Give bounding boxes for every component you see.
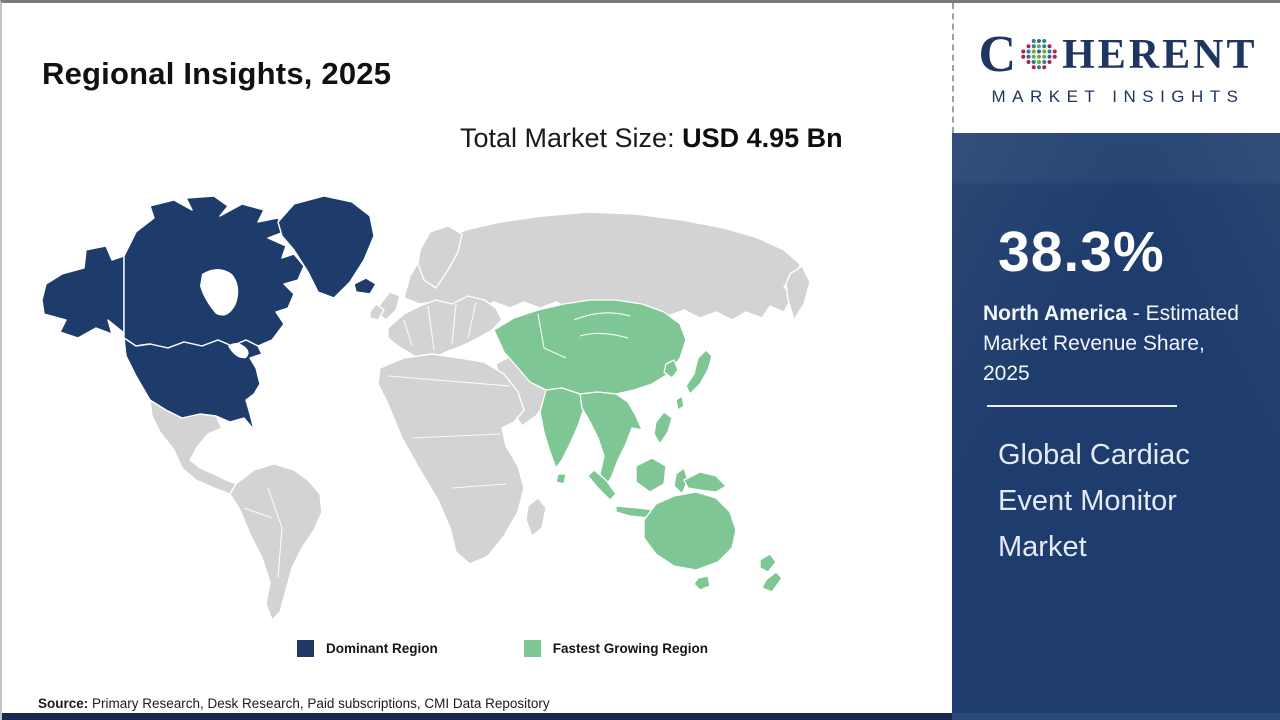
- map-region-alaska: [41, 245, 125, 339]
- map-borders-south-america: [243, 487, 283, 579]
- source-line: Source: Primary Research, Desk Research,…: [38, 696, 550, 711]
- map-region-india: [539, 387, 585, 469]
- sidebar-panel: 38.3% North America - Estimated Market R…: [952, 133, 1280, 716]
- map-region-australia: [643, 491, 737, 571]
- legend-item-dominant: Dominant Region: [297, 640, 438, 657]
- map-region-madagascar: [525, 497, 547, 537]
- logo-letter-c: C: [978, 26, 1017, 83]
- map-region-kamchatka: [785, 265, 811, 321]
- page-title: Regional Insights, 2025: [42, 55, 392, 91]
- map-region-sri-lanka: [555, 473, 567, 485]
- world-map: [32, 188, 892, 628]
- map-region-new-zealand-north: [759, 553, 777, 573]
- fastest-growing-region-swatch: [523, 640, 541, 657]
- world-map-svg: [41, 195, 811, 621]
- map-legend: Dominant Region Fastest Growing Region: [297, 640, 708, 657]
- brand-logo: C HERENT: [979, 29, 1258, 81]
- market-name: Global Cardiac Event Monitor Market: [998, 439, 1190, 563]
- sidebar: C HERENT MARKET INSIGHTS 38.3% North Ame…: [952, 3, 1280, 716]
- stat-description: North America - Estimated Market Revenue…: [983, 299, 1249, 388]
- map-region-korea: [663, 359, 679, 379]
- map-region-africa: [377, 353, 525, 565]
- map-great-lakes: [228, 343, 249, 359]
- map-region-russia: [403, 211, 801, 321]
- map-region-iceland: [353, 277, 377, 295]
- stat-region-name: North America: [983, 302, 1127, 325]
- main-content-area: Regional Insights, 2025 Total Market Siz…: [2, 3, 950, 720]
- map-region-tasmania: [693, 575, 711, 591]
- fastest-growing-region-label: Fastest Growing Region: [552, 641, 709, 656]
- logo-letters-rest: HERENT: [1062, 32, 1258, 78]
- bottom-bar: [2, 713, 1280, 720]
- map-region-europe: [387, 295, 503, 361]
- total-market-size-label: Total Market Size:: [460, 123, 683, 153]
- dominant-region-label: Dominant Region: [326, 641, 438, 656]
- source-label: Source:: [38, 696, 89, 711]
- map-hudson-bay: [200, 269, 239, 316]
- map-region-philippines: [653, 411, 673, 445]
- map-borders-europe: [403, 301, 477, 351]
- map-region-greenland: [277, 195, 375, 299]
- map-region-usa: [123, 337, 263, 431]
- dominant-region-swatch: [297, 640, 314, 657]
- stat-value: 38.3%: [998, 220, 1165, 284]
- total-market-size: Total Market Size: USD 4.95 Bn: [460, 119, 852, 158]
- map-region-new-zealand-south: [761, 571, 783, 593]
- map-region-south-america: [229, 463, 323, 621]
- map-borders-africa: [387, 375, 511, 489]
- legend-item-growing: Fastest Growing Region: [523, 640, 709, 657]
- map-region-japan: [685, 349, 713, 395]
- sidebar-divider: [987, 405, 1177, 407]
- map-region-sumatra: [587, 469, 617, 501]
- map-borders-asia: [537, 312, 631, 359]
- logo-globe-icon: [1021, 38, 1057, 70]
- map-region-new-guinea: [683, 471, 727, 493]
- logo-box: C HERENT MARKET INSIGHTS: [952, 3, 1280, 133]
- map-region-sulawesi: [673, 467, 689, 495]
- map-region-ireland: [369, 303, 385, 321]
- map-region-indochina: [579, 391, 643, 487]
- map-region-borneo: [635, 457, 667, 493]
- stat-desc-text: - Estimated Market Revenue Share, 2025: [983, 302, 1239, 385]
- map-region-scandinavia: [417, 225, 463, 289]
- logo-subtitle: MARKET INSIGHTS: [991, 87, 1245, 106]
- total-market-size-value: USD 4.95 Bn: [682, 123, 843, 153]
- source-text: Primary Research, Desk Research, Paid su…: [88, 696, 550, 711]
- map-region-taiwan: [675, 395, 685, 411]
